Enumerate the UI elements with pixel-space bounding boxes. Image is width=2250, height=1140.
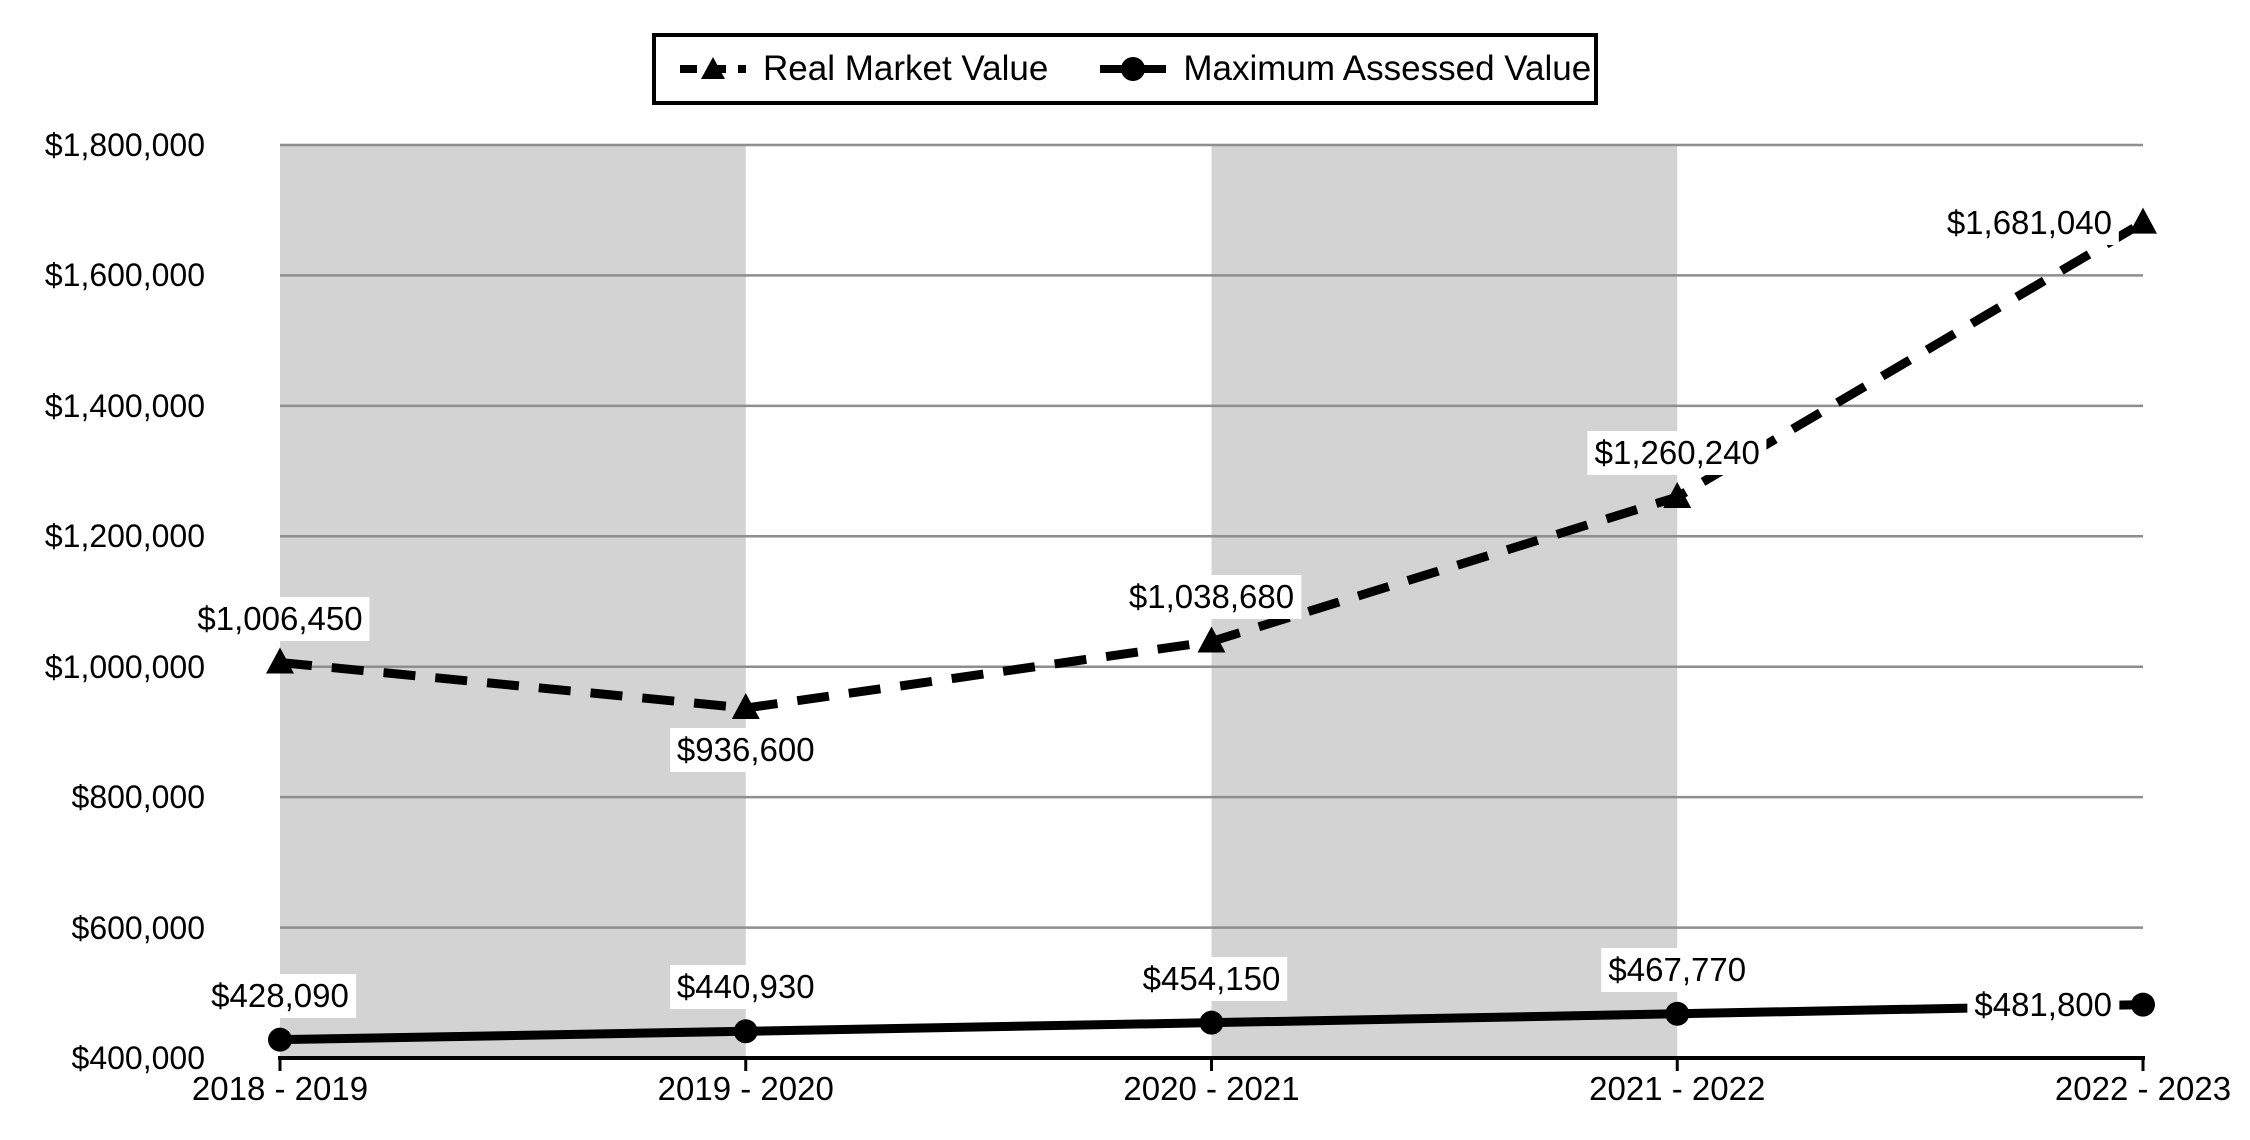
legend-label-maximum-assessed-value: Maximum Assessed Value [1183, 49, 1592, 88]
y-axis-label: $1,000,000 [44, 648, 205, 685]
y-axis-label: $1,600,000 [44, 257, 205, 294]
data-label: $1,260,240 [1587, 431, 1767, 475]
triangle-marker [1197, 626, 1226, 653]
data-label: $467,770 [1601, 947, 1754, 992]
legend-item-maximum-assessed-value: Maximum Assessed Value [1100, 49, 1591, 89]
y-axis-label: $800,000 [71, 779, 205, 816]
x-axis-label: 2019 - 2020 [657, 1070, 834, 1107]
data-label: $1,038,680 [1121, 575, 1302, 620]
solid-circle-line-icon [1100, 57, 1167, 81]
triangle-marker [1663, 482, 1692, 509]
data-label: $454,150 [1135, 956, 1288, 1001]
x-axis-label: 2020 - 2021 [1123, 1070, 1300, 1107]
y-axis-label: $1,400,000 [44, 387, 205, 424]
y-axis-label: $1,200,000 [44, 518, 205, 555]
triangle-marker [731, 693, 760, 720]
data-label: $936,600 [669, 728, 822, 773]
y-axis-label: $600,000 [71, 909, 205, 946]
data-label: $440,930 [669, 965, 822, 1010]
legend-label-real-market-value: Real Market Value [763, 49, 1049, 88]
x-axis-label: 2018 - 2019 [191, 1070, 369, 1107]
data-label: $1,006,450 [190, 596, 370, 641]
x-axis-label: 2022 - 2023 [2054, 1070, 2232, 1107]
x-axis-label: 2021 - 2022 [1589, 1070, 1766, 1107]
legend: Real Market Value Maximum Assessed Value [652, 33, 1598, 105]
circle-marker [733, 1019, 758, 1044]
y-axis-label: $1,800,000 [44, 127, 205, 163]
triangle-marker [266, 647, 294, 674]
dashed-triangle-line-icon [680, 57, 746, 79]
circle-marker [2131, 992, 2155, 1017]
y-axis-label: $400,000 [71, 1040, 205, 1076]
data-label: $1,681,040 [1939, 200, 2119, 245]
circle-marker [1199, 1010, 1224, 1035]
data-label: $428,090 [204, 973, 356, 1018]
legend-item-real-market-value: Real Market Value [680, 49, 1048, 89]
circle-marker [1665, 1001, 1690, 1026]
circle-marker [268, 1027, 292, 1052]
triangle-marker [2129, 207, 2157, 234]
data-label: $481,800 [1967, 982, 2119, 1027]
